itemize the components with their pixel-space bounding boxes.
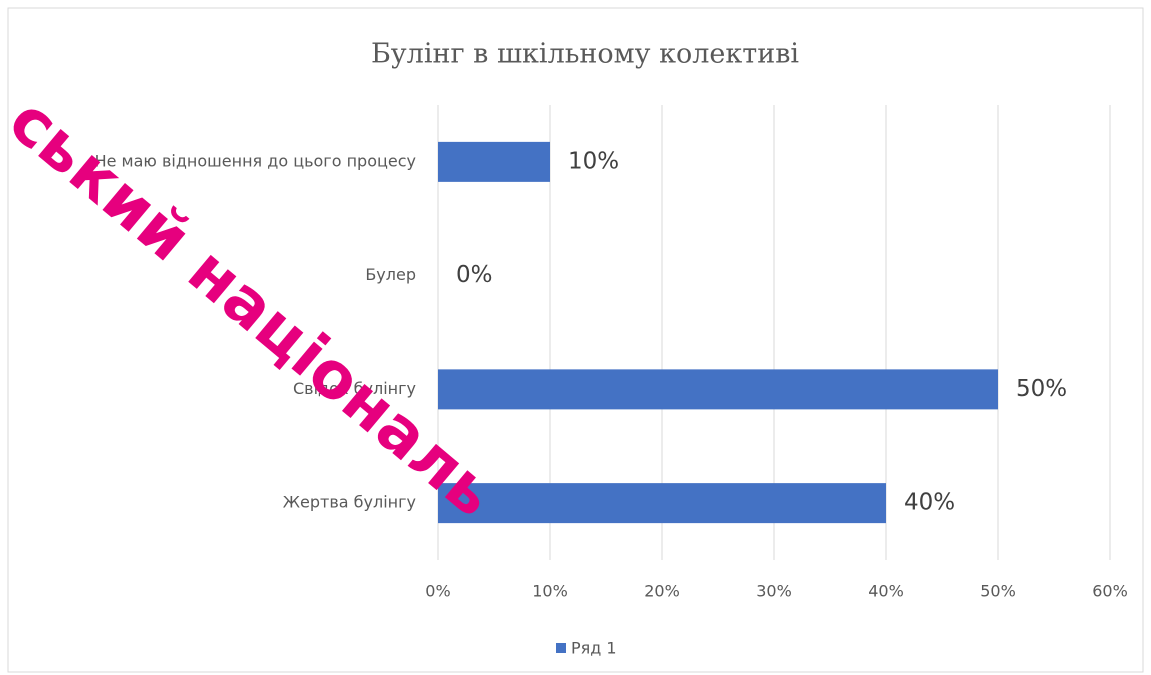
y-tick-label: Булер bbox=[365, 265, 416, 284]
bar bbox=[438, 483, 886, 524]
legend-swatch bbox=[556, 643, 566, 653]
y-tick-label: Жертва булінгу bbox=[283, 493, 416, 512]
x-tick-label: 50% bbox=[980, 582, 1016, 601]
x-tick-label: 20% bbox=[644, 582, 680, 601]
value-label: 50% bbox=[1016, 376, 1067, 402]
chart-border bbox=[7, 7, 1144, 673]
bar bbox=[438, 369, 998, 410]
x-tick-label: 0% bbox=[425, 582, 450, 601]
bar bbox=[438, 141, 550, 182]
legend-label: Ряд 1 bbox=[571, 639, 617, 658]
value-label: 0% bbox=[456, 262, 493, 288]
x-tick-label: 30% bbox=[756, 582, 792, 601]
y-tick-label: Не маю відношення до цього процесу bbox=[95, 151, 416, 170]
x-tick-label: 10% bbox=[532, 582, 568, 601]
value-label: 10% bbox=[568, 148, 619, 174]
plot-area: 0% 10% 20% 30% 40% 50% 60% Не маю відношення до… bbox=[95, 105, 1128, 658]
x-tick-label: 40% bbox=[868, 582, 904, 601]
value-label: 40% bbox=[904, 490, 955, 516]
chart-title: Булінг в шкільному колективі bbox=[371, 39, 799, 70]
y-tick-label: Свідок булінгу bbox=[293, 379, 416, 398]
x-tick-label: 60% bbox=[1092, 582, 1128, 601]
